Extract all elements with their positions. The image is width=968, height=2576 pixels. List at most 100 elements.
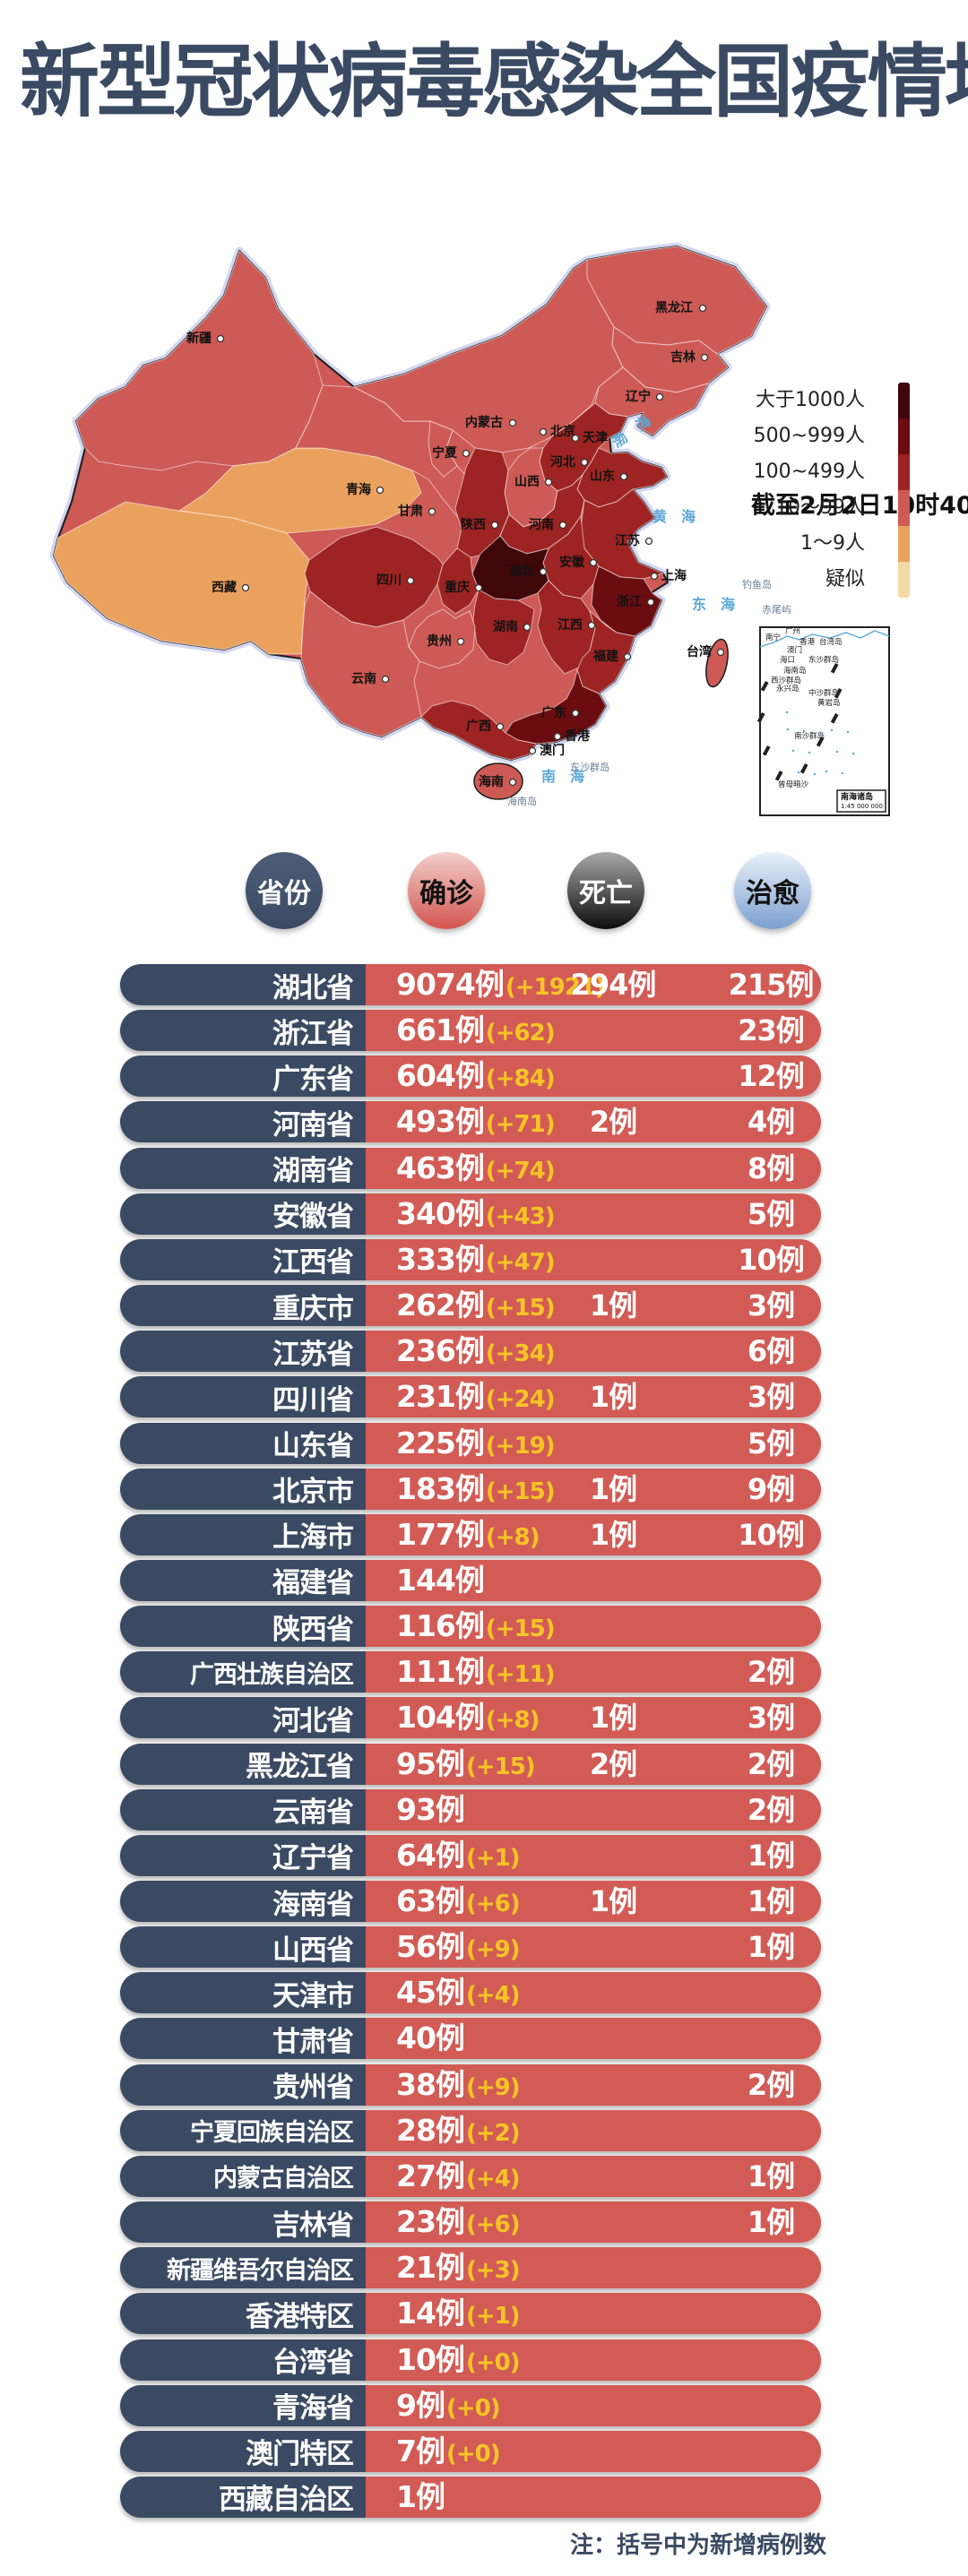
map-city-label: 香港	[564, 728, 591, 744]
province-name: 河南省	[272, 1108, 354, 1142]
capital-marker-icon	[406, 576, 415, 585]
province-name: 浙江省	[272, 1017, 354, 1050]
map-label-heilongjiang: 黑龙江	[655, 300, 693, 315]
table-row: 云南省 93例 2例	[120, 1788, 821, 1831]
death-count: 2例	[589, 1746, 637, 1781]
map-timestamp: 截至2月2日10时40分	[751, 492, 968, 520]
cured-count: 3例	[747, 1288, 795, 1323]
death-count: 1例	[589, 1288, 637, 1323]
map-label-jiangxi: 江西	[557, 617, 583, 633]
table-row: 青海省 9例(+0)	[120, 2384, 821, 2426]
map-city-label: 北京	[550, 424, 575, 439]
table-row: 江西省 333例(+47) 10例	[120, 1238, 821, 1280]
inset-islet-dot	[846, 730, 850, 734]
inset-boundary-dash	[774, 771, 783, 781]
table-row: 山西省 56例(+9) 1例	[120, 1926, 821, 1969]
new-cases-count: (+0)	[445, 2394, 501, 2422]
inset-label: 东沙群岛	[808, 655, 839, 665]
row-province-cell: 黑龙江省	[120, 1743, 366, 1785]
map-region-xinjiang	[75, 250, 324, 471]
inset-scale: 1:45 000 000	[841, 803, 883, 810]
new-cases-count: (+71)	[485, 1111, 556, 1139]
inset-label: 南宁	[765, 633, 781, 642]
new-cases-count: (+0)	[465, 2348, 521, 2376]
map-region-zhejiang	[591, 565, 662, 637]
inset-boundary-dash	[762, 745, 771, 756]
capital-marker-icon	[539, 567, 548, 576]
row-province-cell: 青海省	[120, 2384, 366, 2426]
confirmed-count: 93例	[396, 1791, 465, 1827]
new-cases-count: (+8)	[485, 1523, 540, 1551]
header-circle-death: 死亡	[567, 852, 644, 929]
table-row: 安徽省 340例(+43) 5例	[120, 1193, 821, 1235]
cured-count: 1例	[747, 1884, 795, 1918]
confirmed-count: 333例(+47)	[396, 1241, 556, 1277]
row-province-cell: 江苏省	[120, 1331, 366, 1373]
sea-label: 东海	[692, 596, 749, 613]
table-row: 四川省 231例(+24) 1例 3例	[120, 1376, 821, 1418]
cured-count: 9例	[747, 1471, 795, 1506]
map-region-chongqing	[436, 547, 480, 615]
table-row: 甘肃省 40例	[120, 2018, 821, 2060]
legend-label-500_999: 500~999人	[753, 425, 865, 447]
cured-count: 3例	[747, 1380, 795, 1415]
province-name: 安徽省	[272, 1201, 354, 1234]
inset-islet-dot	[818, 731, 822, 735]
new-cases-count: (+9)	[465, 2073, 521, 2101]
island-label: 赤尾屿	[762, 604, 791, 616]
row-values-cell: 1例	[366, 2476, 821, 2518]
inset-boundary-dash	[834, 688, 843, 699]
inset-islet-dot	[830, 728, 834, 732]
confirmed-count: 177例(+8)	[396, 1516, 540, 1552]
map-label-shaanxi: 陕西	[461, 517, 486, 532]
cured-count: 2例	[747, 1746, 795, 1781]
province-name: 新疆维吾尔自治区	[167, 2256, 354, 2285]
table-header: 省份 确诊 死亡 治愈	[0, 852, 968, 931]
inset-islet-dot	[851, 752, 855, 755]
table-row: 福建省 144例	[120, 1559, 821, 1601]
row-province-cell: 贵州省	[120, 2063, 366, 2106]
inset-boundary-dash	[760, 681, 769, 692]
confirmed-count: 28例(+2)	[396, 2112, 521, 2148]
table-row: 天津市 45例(+4)	[120, 1972, 821, 2014]
legend-color-500_999	[898, 418, 910, 454]
new-cases-count: (+15)	[485, 1295, 556, 1322]
table-row: 新疆维吾尔自治区 21例(+3)	[120, 2247, 821, 2289]
province-name: 黑龙江省	[246, 1751, 354, 1784]
cured-count: 10例	[738, 1517, 805, 1552]
capital-marker-icon	[523, 623, 532, 632]
map-label-yunnan: 云南	[351, 671, 376, 686]
confirmed-count: 111例(+11)	[396, 1654, 556, 1690]
map-label-chongqing: 重庆	[445, 580, 470, 595]
row-values-cell: 262例(+15) 1例 3例	[366, 1285, 821, 1327]
row-values-cell: 28例(+2)	[366, 2109, 821, 2151]
confirmed-count: 7例(+0)	[396, 2433, 501, 2468]
new-cases-count: (+4)	[465, 1982, 521, 2010]
new-cases-count: (+2)	[465, 2119, 521, 2147]
inset-boundary-dash	[799, 762, 808, 774]
table-row: 广东省 604例(+84) 12例	[120, 1055, 821, 1098]
capital-marker-icon	[650, 572, 659, 581]
table-row: 浙江省 661例(+62) 23例	[120, 1010, 821, 1052]
province-name: 上海市	[272, 1521, 354, 1555]
table-row: 广西壮族自治区 111例(+11) 2例	[120, 1651, 821, 1693]
table-row: 辽宁省 64例(+1) 1例	[120, 1834, 821, 1876]
province-name: 广西壮族自治区	[190, 1660, 354, 1689]
row-province-cell: 台湾省	[120, 2339, 366, 2381]
table-row: 河南省 493例(+71) 2例 4例	[120, 1101, 821, 1143]
confirmed-count: 231例(+24)	[396, 1379, 556, 1415]
map-label-fujian: 福建	[592, 649, 618, 664]
capital-marker-icon	[716, 648, 725, 657]
confirmed-count: 144例	[396, 1562, 485, 1598]
inset-islet-dot	[791, 749, 795, 753]
province-name: 辽宁省	[272, 1842, 354, 1875]
island-label: 东沙群岛	[570, 761, 609, 773]
map-region-hunan	[472, 589, 535, 666]
inset-label: 南沙群岛	[794, 731, 825, 741]
legend-color-100_499	[898, 454, 910, 490]
row-values-cell: 21例(+3)	[366, 2247, 821, 2289]
cured-count: 10例	[738, 1242, 805, 1277]
sea-label: 黄海	[653, 508, 710, 525]
row-province-cell: 福建省	[120, 1559, 366, 1601]
